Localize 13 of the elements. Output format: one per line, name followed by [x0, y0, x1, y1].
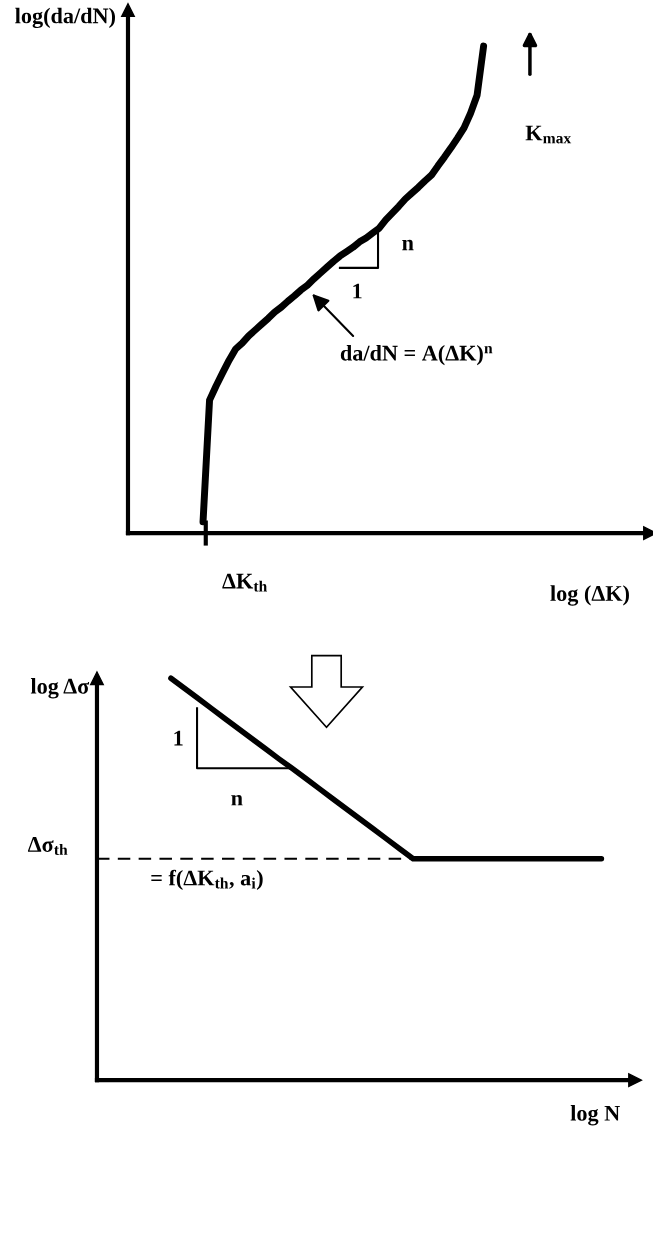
annotation: 1 [174, 730, 183, 746]
y-axis-title: log Δσ [30, 678, 90, 699]
ref-line-label: Δσ$_{th}$ [27, 837, 68, 855]
x-axis-title: log (ΔK) [550, 585, 629, 606]
y-axis-title: log(da/dN) [15, 7, 115, 29]
annotation: K$_{max}$ [525, 125, 572, 144]
x-axis-title: log N [570, 1105, 620, 1126]
annotation: = f(ΔK$_{th}$, a$_{i}$) [151, 869, 263, 891]
annotation: da/dN = A(ΔK)$^{n}$ [340, 345, 493, 366]
annotation: 1 [353, 283, 362, 299]
annotation: n [231, 794, 243, 806]
annotation: n [402, 239, 414, 251]
text: ΔK$_{th}$ [222, 573, 268, 592]
